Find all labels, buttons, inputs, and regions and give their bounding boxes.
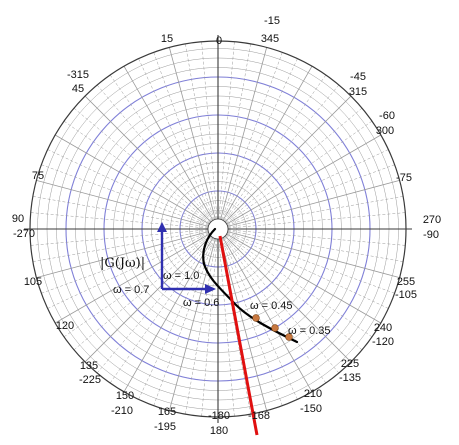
omega-label-0-7: ω = 0.7: [113, 284, 149, 296]
radial-grid-line: [84, 95, 212, 223]
radial-grid-line: [109, 74, 213, 221]
angle-label: 225: [341, 358, 359, 370]
angle-label: 240: [374, 322, 392, 334]
angle-label: -105: [395, 289, 417, 301]
angle-label: 45: [72, 83, 84, 95]
angle-label: -60: [379, 110, 395, 122]
angle-label: 255: [397, 276, 415, 288]
radial-grid-line: [168, 238, 216, 411]
angle-label: 345: [261, 33, 279, 45]
radial-grid-line: [226, 120, 373, 224]
angle-label: 105: [24, 276, 42, 288]
angle-label: 210: [304, 388, 322, 400]
radial-grid-line: [226, 134, 382, 225]
radial-grid-line: [54, 233, 210, 324]
angle-label: -210: [111, 405, 133, 417]
angle-label: -15: [264, 15, 280, 27]
radial-grid-line: [123, 237, 214, 393]
angle-label: 165: [158, 406, 176, 418]
omega-label-0-45: ω = 0.45: [250, 300, 293, 312]
frequency-markers: [252, 314, 293, 341]
radial-grid-line: [226, 233, 382, 324]
radial-grid-line: [220, 47, 268, 220]
angle-label: 315: [349, 86, 367, 98]
radial-grid-line: [222, 65, 313, 221]
magnitude-label: |G(Jω)|: [100, 256, 145, 271]
radial-grid-line: [227, 230, 404, 262]
reference-line: [218, 235, 259, 436]
frequency-marker: [285, 333, 293, 341]
angle-labels: 0 15 -15 345 -315 45 -45 315 -60 300 75 …: [12, 15, 441, 437]
angle-label: -168: [248, 410, 270, 422]
angle-label: 180: [210, 425, 228, 437]
outer-grid-circle: [29, 40, 407, 418]
radial-grid-line: [54, 134, 210, 225]
omega-label-0-35: ω = 0.35: [288, 325, 331, 337]
angle-label: -90: [423, 229, 439, 241]
angle-label: 75: [32, 170, 44, 182]
omega-label-1-0: ω = 1.0: [163, 270, 199, 282]
radial-grid-line: [227, 196, 404, 228]
radial-grid-line: [36, 179, 209, 227]
angle-label: -180: [208, 410, 230, 422]
angle-label: -195: [154, 421, 176, 433]
radial-grid-line: [226, 234, 373, 338]
radial-grid-line: [185, 43, 217, 220]
radial-grid-line: [222, 237, 313, 393]
angle-label: 120: [56, 320, 74, 332]
radial-grid-line: [227, 231, 400, 279]
angle-label: 90: [12, 213, 24, 225]
radial-grid-line: [32, 196, 209, 228]
angle-label: 270: [423, 214, 441, 226]
radial-grid-line: [227, 179, 400, 227]
angle-label: -120: [372, 336, 394, 348]
magnitude-arrow: [157, 222, 216, 294]
angle-label: 15: [161, 33, 173, 45]
radial-grid-line: [223, 74, 327, 221]
angle-label: -135: [339, 372, 361, 384]
radial-grid-line: [36, 231, 209, 279]
radial-grid-line: [63, 120, 210, 224]
radial-grid-line: [219, 43, 251, 220]
angle-label: 0: [216, 35, 222, 47]
frequency-marker: [252, 314, 260, 322]
radial-grid-line: [220, 238, 268, 411]
angle-label: -315: [67, 69, 89, 81]
omega-label-0-6: ω = 0.6: [183, 297, 219, 309]
polar-grid: [24, 35, 412, 423]
radial-grid-line: [123, 65, 214, 221]
angle-label: -225: [79, 374, 101, 386]
center-circle: [207, 218, 229, 240]
angle-label: -45: [350, 71, 366, 83]
frequency-marker: [271, 324, 279, 332]
angle-label: -150: [300, 403, 322, 415]
radial-grid-line: [224, 95, 352, 223]
radial-grid-line: [84, 235, 212, 363]
angle-label: 300: [376, 125, 394, 137]
radial-grid-line: [168, 47, 216, 220]
angle-label: 135: [80, 360, 98, 372]
locus-curve: [202, 227, 299, 344]
radial-grid-line: [185, 238, 217, 415]
angle-label: -270: [13, 228, 35, 240]
angle-label: -75: [396, 172, 412, 184]
angle-label: 150: [116, 390, 134, 402]
radial-grid-line: [224, 235, 352, 363]
